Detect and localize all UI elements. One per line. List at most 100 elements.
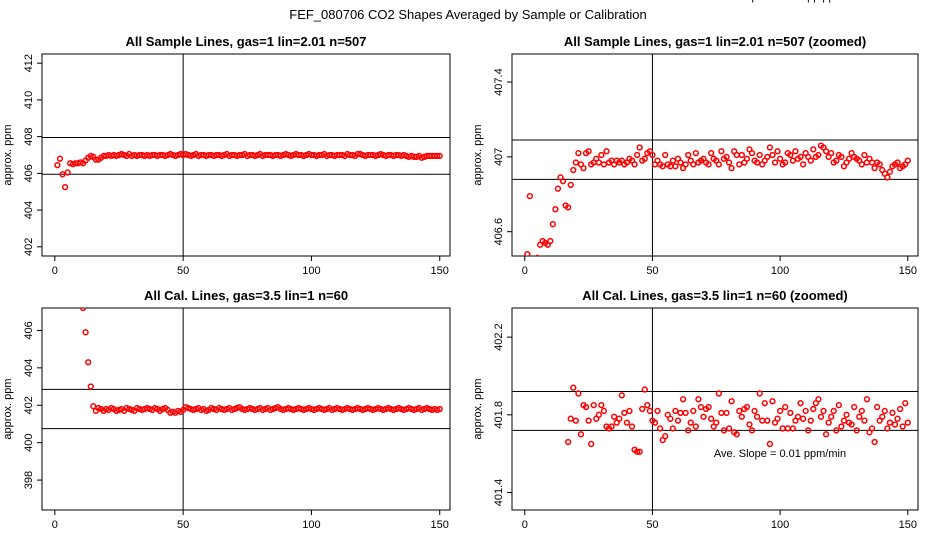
data-point (641, 386, 648, 393)
data-point (838, 423, 845, 430)
data-point (845, 155, 853, 162)
panel-title: All Sample Lines, gas=1 lin=2.01 n=507 (126, 34, 367, 49)
data-point (585, 417, 592, 424)
data-point (858, 407, 865, 415)
x-tick-label: 150 (899, 519, 917, 531)
y-axis-label: approx. ppm (472, 378, 484, 439)
data-point (667, 415, 674, 422)
data-point (672, 407, 679, 415)
data-point (822, 148, 830, 155)
data-point (894, 415, 901, 422)
data-point (759, 417, 766, 424)
data-point (718, 148, 725, 155)
y-tick-label: 401.4 (493, 479, 505, 507)
data-point (580, 164, 587, 172)
x-tick-label: 0 (52, 519, 58, 531)
data-point (894, 159, 901, 166)
figure-title: FEF_080706 CO2 Shapes Averaged by Sample… (289, 7, 646, 22)
data-point (807, 157, 814, 164)
y-axis-label: approx. ppm (2, 378, 14, 439)
data-point (713, 419, 720, 426)
data-point (633, 151, 641, 159)
data-point (789, 157, 797, 164)
data-point (776, 407, 784, 415)
data-point (526, 192, 534, 200)
data-point (685, 151, 692, 159)
x-tick-label: 100 (771, 519, 789, 531)
panel-3: All Cal. Lines, gas=3.5 lin=1 n=60 0 50 100… (2, 288, 451, 531)
data-point (715, 390, 722, 397)
data-point (789, 425, 797, 432)
data-point (572, 417, 579, 424)
data-point (535, 254, 541, 256)
data-point (61, 183, 69, 191)
data-point (695, 396, 702, 403)
data-point (554, 185, 562, 192)
data-point (616, 415, 623, 422)
data-point (720, 427, 728, 434)
data-point (570, 166, 577, 174)
data-point (436, 405, 443, 413)
data-point (863, 396, 871, 403)
x-tick-label: 0 (522, 265, 528, 277)
data-point (598, 151, 605, 159)
data-point (547, 237, 554, 245)
data-point (825, 419, 832, 426)
data-point (802, 407, 809, 415)
x-tick-label: 100 (771, 265, 789, 277)
data-point (662, 151, 669, 159)
panel-2: All Sample Lines, gas=1 lin=2.01 n=507 (… (472, 0, 919, 277)
data-point (799, 415, 807, 422)
data-point (559, 178, 567, 185)
data-point (570, 384, 577, 391)
panel-4: All Cal. Lines, gas=3.5 lin=1 n=60 (zoom… (472, 288, 919, 531)
stat-annotation: Ave. Slope = 0.01 ppm/min (714, 448, 846, 460)
data-point (782, 159, 789, 166)
data-point (833, 157, 840, 164)
data-point (59, 171, 66, 178)
data-point (682, 409, 689, 417)
y-tick-label: 407.4 (493, 68, 505, 96)
data-point (682, 161, 689, 168)
data-point (585, 148, 592, 155)
data-point (738, 413, 745, 420)
data-point (628, 423, 636, 430)
data-point (879, 413, 886, 420)
data-point (687, 419, 694, 426)
data-point (90, 403, 97, 410)
data-point (782, 403, 789, 411)
x-tick-label: 0 (52, 265, 58, 277)
data-points (565, 384, 911, 455)
data-point (843, 411, 850, 418)
data-point (669, 157, 677, 164)
plot-frame (511, 307, 919, 511)
data-point (756, 390, 763, 397)
x-tick-label: 100 (302, 265, 320, 277)
data-point (533, 265, 538, 270)
data-point (708, 149, 715, 157)
data-point (779, 425, 786, 432)
data-point (565, 204, 572, 211)
data-point (822, 431, 830, 438)
data-point (667, 163, 674, 170)
data-point (902, 400, 909, 407)
data-point (889, 409, 896, 417)
data-point (797, 153, 804, 161)
data-point (79, 308, 87, 312)
data-point (736, 407, 743, 415)
data-point (748, 149, 756, 157)
plot-frame (41, 53, 451, 257)
stat-annotation: Ave. Slope = −0.01 ppm/min (711, 0, 850, 3)
data-point (896, 405, 904, 413)
data-point (626, 407, 633, 415)
data-point (792, 148, 799, 155)
data-point (799, 161, 807, 168)
data-point (646, 407, 654, 415)
data-point (838, 153, 845, 161)
data-point (54, 161, 61, 169)
data-point (853, 427, 860, 434)
data-point (797, 400, 804, 407)
data-point (610, 413, 618, 420)
data-point (603, 148, 610, 155)
data-point (649, 151, 656, 159)
